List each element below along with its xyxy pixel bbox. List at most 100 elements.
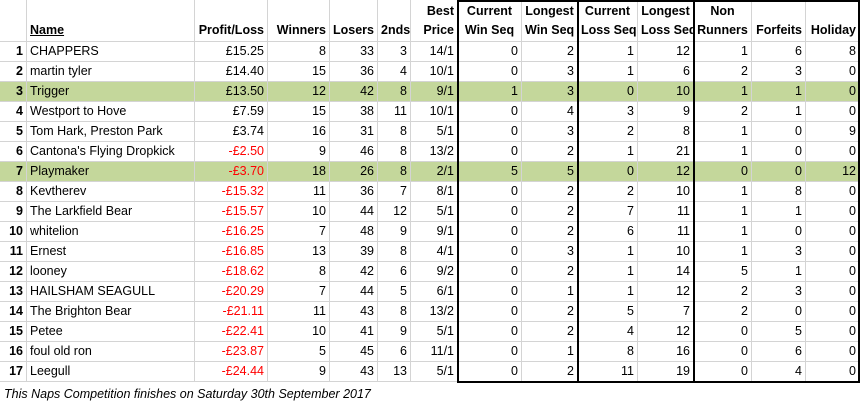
data-cell: 4/1 [411, 242, 458, 262]
data-cell: 9/1 [411, 222, 458, 242]
data-cell: 6 [752, 342, 806, 362]
data-cell: 41 [330, 322, 378, 342]
data-cell: 0 [752, 302, 806, 322]
data-cell: 8 [378, 162, 411, 182]
data-cell: 0 [806, 222, 860, 242]
data-cell: 0 [806, 242, 860, 262]
thick-border [577, 0, 579, 383]
data-cell: -£18.62 [195, 262, 268, 282]
data-cell: 4 [578, 322, 638, 342]
data-cell: 0 [806, 362, 860, 382]
header-text [381, 2, 407, 21]
data-cell: 1 [578, 242, 638, 262]
data-cell: 19 [638, 362, 694, 382]
header-cell: Non Runners [694, 0, 752, 42]
data-cell: 36 [330, 182, 378, 202]
name-cell: Playmaker [27, 162, 195, 182]
data-cell: 6/1 [411, 282, 458, 302]
name-cell: HAILSHAM SEAGULL [27, 282, 195, 302]
data-cell: -£2.50 [195, 142, 268, 162]
name-cell: whitelion [27, 222, 195, 242]
data-cell: 10 [638, 242, 694, 262]
data-cell: 12 [638, 162, 694, 182]
data-cell: 0 [458, 42, 522, 62]
data-cell: 0 [752, 142, 806, 162]
data-cell: 0 [806, 102, 860, 122]
data-cell: 3 [378, 42, 411, 62]
data-cell: 13 [378, 362, 411, 382]
data-cell: 7 [268, 222, 330, 242]
data-cell: 0 [578, 162, 638, 182]
data-cell: 3 [752, 242, 806, 262]
data-cell: 1 [578, 142, 638, 162]
data-cell: 14 [638, 262, 694, 282]
header-cell [0, 0, 27, 42]
data-cell: 0 [806, 202, 860, 222]
data-cell: 8 [268, 262, 330, 282]
data-cell: 15 [268, 62, 330, 82]
data-cell: 1 [752, 262, 806, 282]
data-cell: 9 [378, 222, 411, 242]
data-cell: 5/1 [411, 202, 458, 222]
data-cell: 1 [578, 62, 638, 82]
thick-border [457, 0, 459, 383]
data-cell: 1 [522, 342, 578, 362]
data-cell: 7 [578, 202, 638, 222]
data-cell: 0 [458, 362, 522, 382]
data-cell: 7 [268, 282, 330, 302]
rank: 13 [0, 282, 27, 302]
data-cell: 9 [378, 322, 411, 342]
data-cell: 9 [268, 142, 330, 162]
data-cell: 11 [268, 182, 330, 202]
data-cell: 6 [378, 342, 411, 362]
rank: 6 [0, 142, 27, 162]
data-cell: 1 [694, 122, 752, 142]
name-cell: Tom Hark, Preston Park [27, 122, 195, 142]
data-cell: 6 [378, 262, 411, 282]
header-text: 2nds [381, 23, 411, 37]
header-text [198, 2, 264, 21]
data-cell: 11 [378, 102, 411, 122]
header-text: Win Seq [525, 23, 575, 37]
header-text: Loss Seq [641, 23, 694, 37]
data-cell: 5/1 [411, 362, 458, 382]
data-cell: 0 [806, 182, 860, 202]
header-text: Forfeits [756, 23, 802, 37]
data-cell: 1 [578, 262, 638, 282]
data-cell: 0 [458, 322, 522, 342]
data-cell: 9/2 [411, 262, 458, 282]
data-cell: 15 [268, 102, 330, 122]
header-text: Holiday [810, 23, 856, 37]
data-cell: 10 [268, 322, 330, 342]
data-cell: 33 [330, 42, 378, 62]
data-cell: 8 [638, 122, 694, 142]
data-cell: 6 [752, 42, 806, 62]
data-cell: 8 [378, 122, 411, 142]
data-cell: -£22.41 [195, 322, 268, 342]
data-cell: 4 [522, 102, 578, 122]
data-cell: 0 [806, 262, 860, 282]
rank: 5 [0, 122, 27, 142]
header-text: Current [466, 4, 513, 18]
data-cell: 44 [330, 202, 378, 222]
name-cell: Cantona's Flying Dropkick [27, 142, 195, 162]
data-cell: 0 [806, 142, 860, 162]
data-cell: 11/1 [411, 342, 458, 362]
data-cell: £3.74 [195, 122, 268, 142]
data-cell: 13/2 [411, 142, 458, 162]
data-cell: 0 [578, 82, 638, 102]
data-cell: 5 [578, 302, 638, 322]
data-cell: 2 [694, 282, 752, 302]
data-cell: 36 [330, 62, 378, 82]
data-cell: 2 [694, 102, 752, 122]
data-cell: 3 [522, 242, 578, 262]
data-cell: 3 [752, 282, 806, 302]
data-cell: 1 [694, 182, 752, 202]
data-cell: -£23.87 [195, 342, 268, 362]
data-cell: 5 [522, 162, 578, 182]
data-cell: 18 [268, 162, 330, 182]
data-cell: 1 [752, 102, 806, 122]
data-cell: 1 [752, 202, 806, 222]
thick-border [457, 381, 860, 383]
name-cell: Ernest [27, 242, 195, 262]
